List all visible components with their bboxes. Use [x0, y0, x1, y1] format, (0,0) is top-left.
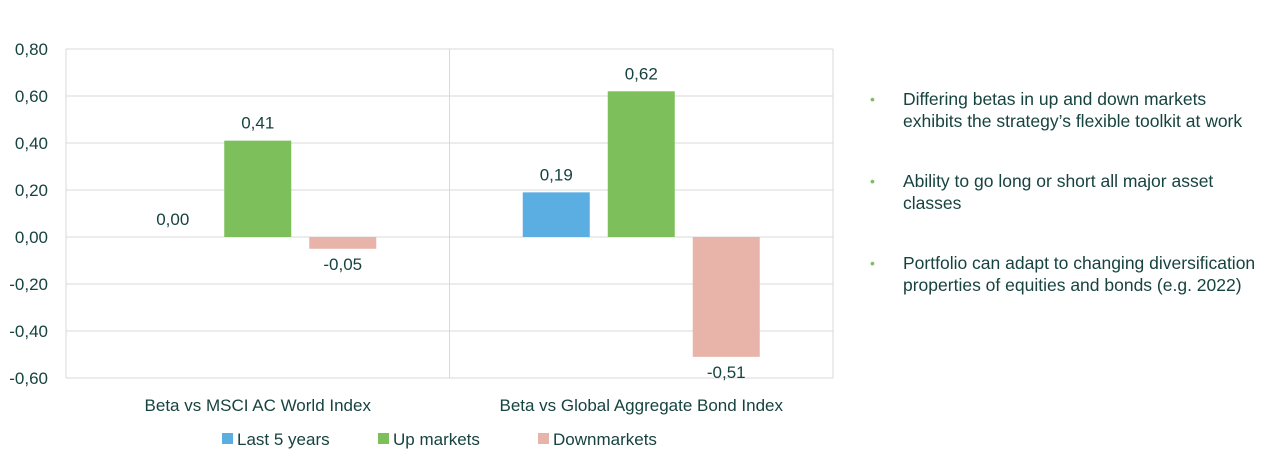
legend-swatch [538, 433, 549, 444]
bar [692, 237, 760, 357]
category-label: Beta vs MSCI AC World Index [145, 396, 372, 415]
key-points-list: • Differing betas in up and down markets… [870, 88, 1270, 334]
legend-swatch [222, 433, 233, 444]
bar-value-label: 0,00 [156, 210, 189, 229]
y-axis-ticks: 0,80 0,60 0,40 0,20 0,00 -0,20 -0,40 -0,60 [9, 40, 48, 388]
bar [224, 140, 292, 237]
bullet-item: • Differing betas in up and down markets… [870, 88, 1270, 132]
y-tick-label: -0,20 [9, 275, 48, 294]
bullet-text: Ability to go long or short all major as… [903, 171, 1214, 213]
y-tick-label: 0,00 [15, 228, 48, 247]
bullet-dot-icon: • [870, 91, 875, 107]
bar-value-label: 0,62 [625, 64, 658, 83]
y-tick-label: -0,40 [9, 322, 48, 341]
bullet-text: Differing betas in up and down markets e… [903, 89, 1243, 131]
y-tick-label: 0,20 [15, 181, 48, 200]
legend-label: Up markets [393, 430, 480, 449]
legend-label: Last 5 years [237, 430, 330, 449]
bar-value-label: -0,05 [323, 255, 362, 274]
y-tick-label: -0,60 [9, 369, 48, 388]
bullet-item: • Portfolio can adapt to changing divers… [870, 252, 1270, 296]
y-tick-label: 0,80 [15, 40, 48, 59]
bar [522, 192, 590, 237]
gridlines [65, 48, 834, 379]
y-tick-label: 0,60 [15, 87, 48, 106]
legend-swatch [378, 433, 389, 444]
bar [309, 237, 377, 249]
bar-value-label: -0,51 [707, 363, 746, 382]
category-labels: Beta vs MSCI AC World Index Beta vs Globa… [145, 396, 784, 415]
bar-value-label: 0,41 [241, 114, 274, 133]
bullet-dot-icon: • [870, 255, 875, 271]
bullet-dot-icon: • [870, 173, 875, 189]
bullet-text: Portfolio can adapt to changing diversif… [903, 253, 1256, 295]
y-tick-label: 0,40 [15, 134, 48, 153]
bullet-item: • Ability to go long or short all major … [870, 170, 1270, 214]
category-label: Beta vs Global Aggregate Bond Index [499, 396, 783, 415]
legend: Last 5 years Up markets Downmarkets [222, 430, 657, 449]
bar-labels: 0,00 0,41 -0,05 0,19 0,62 -0,51 [156, 64, 745, 382]
bar [607, 91, 675, 237]
bars [224, 91, 760, 357]
bar-value-label: 0,19 [540, 165, 573, 184]
legend-label: Downmarkets [553, 430, 657, 449]
beta-bar-chart: 0,80 0,60 0,40 0,20 0,00 -0,20 -0,40 -0,60 0,00… [9, 40, 834, 449]
